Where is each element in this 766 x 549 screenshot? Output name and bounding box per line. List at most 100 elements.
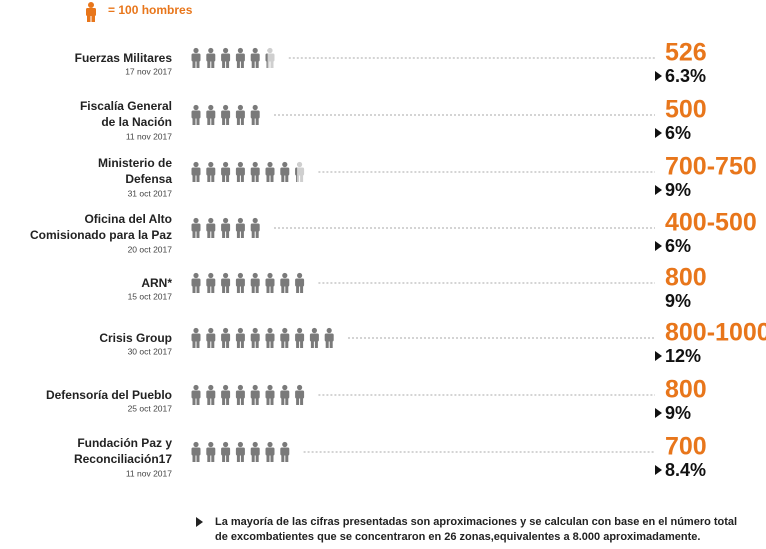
icon-part: [221, 390, 231, 399]
percent: 9%: [665, 291, 691, 311]
person-icon: [235, 272, 245, 293]
icon-part: [191, 390, 201, 399]
figure: 400-500: [665, 209, 757, 237]
icon-part: [265, 447, 275, 456]
icon-part: [270, 455, 274, 462]
legend-icon: [86, 2, 96, 22]
icon-part: [267, 384, 273, 391]
icon-part: [235, 390, 245, 399]
icon-part: [236, 341, 240, 348]
icon-part: [196, 231, 200, 238]
org-date: 11 nov 2017: [126, 468, 172, 478]
icon-part: [252, 161, 258, 168]
icon-part: [222, 286, 226, 293]
icon-part: [226, 61, 230, 68]
figure: 526: [665, 39, 707, 67]
org-date: 11 nov 2017: [126, 131, 172, 141]
icon-part: [237, 441, 243, 448]
icon-part: [237, 272, 243, 279]
footnote-line: de excombatientes que se concentraron en…: [215, 531, 700, 543]
icon-part: [221, 278, 231, 287]
icon-part: [240, 341, 244, 348]
icon-part: [192, 175, 196, 182]
percent-marker: [655, 128, 662, 138]
person-icon: [324, 327, 334, 348]
icon-part: [266, 341, 270, 348]
icon-part: [208, 161, 214, 168]
person-icon: [191, 47, 201, 68]
person-icon: [309, 327, 319, 348]
icon-part: [300, 398, 304, 405]
percent: 12%: [665, 346, 701, 366]
icon-part: [193, 272, 199, 279]
icon-part: [206, 278, 216, 287]
icon-part: [206, 390, 216, 399]
icon-part: [236, 286, 240, 293]
figure: 800: [665, 376, 707, 404]
icon-part: [311, 327, 317, 334]
icon-part: [282, 272, 288, 279]
icon-part: [251, 455, 255, 462]
percent-marker: [655, 408, 662, 418]
icon-part: [207, 398, 211, 405]
icon-part: [285, 398, 289, 405]
icon-part: [240, 398, 244, 405]
org-name: Fiscalía General: [80, 99, 172, 113]
icon-part: [221, 110, 231, 119]
person-icon: [221, 327, 231, 348]
icon-part: [196, 118, 200, 125]
icon-part: [211, 286, 215, 293]
icon-part: [206, 53, 216, 62]
icon-part: [192, 118, 196, 125]
icon-part: [191, 223, 201, 232]
icon-part: [206, 110, 216, 119]
figure: 800-1000: [665, 319, 766, 347]
icon-part: [280, 333, 290, 342]
icon-part: [223, 161, 229, 168]
icon-part: [270, 341, 274, 348]
icon-part: [223, 384, 229, 391]
icon-part: [237, 104, 243, 111]
icon-part: [251, 231, 255, 238]
icon-part: [252, 384, 258, 391]
icon-part: [226, 286, 230, 293]
icon-part: [191, 278, 201, 287]
org-name: Defensa: [125, 172, 172, 186]
person-icon: [295, 272, 305, 293]
icon-part: [270, 398, 274, 405]
icon-part: [223, 441, 229, 448]
footnote-marker: [196, 517, 203, 527]
icon-part: [300, 175, 304, 182]
icon-part: [255, 175, 259, 182]
person-icon: [206, 384, 216, 405]
icon-part: [236, 231, 240, 238]
icon-part: [196, 286, 200, 293]
icon-part: [265, 167, 275, 176]
icon-part: [282, 384, 288, 391]
icon-part: [296, 175, 298, 182]
person-icon: [206, 47, 216, 68]
org-name: Ministerio de: [98, 156, 172, 170]
icon-part: [329, 341, 333, 348]
icon-part: [251, 118, 255, 125]
person-icon: [235, 384, 245, 405]
icon-part: [314, 341, 318, 348]
icon-part: [206, 333, 216, 342]
org-name: Crisis Group: [99, 331, 172, 345]
icon-part: [266, 61, 270, 68]
icon-part: [235, 278, 245, 287]
org-date: 20 oct 2017: [128, 244, 173, 254]
icon-part: [196, 341, 200, 348]
icon-part: [191, 167, 201, 176]
icon-part: [221, 223, 231, 232]
person-icon: [206, 104, 216, 125]
icon-part: [235, 53, 245, 62]
icon-part: [207, 61, 211, 68]
person-icon: [265, 272, 275, 293]
percent-marker: [655, 71, 662, 81]
icon-part: [193, 327, 199, 334]
icon-part: [270, 61, 274, 68]
figure: 800: [665, 264, 707, 292]
org-name: de la Nación: [101, 115, 172, 129]
icon-part: [251, 175, 255, 182]
